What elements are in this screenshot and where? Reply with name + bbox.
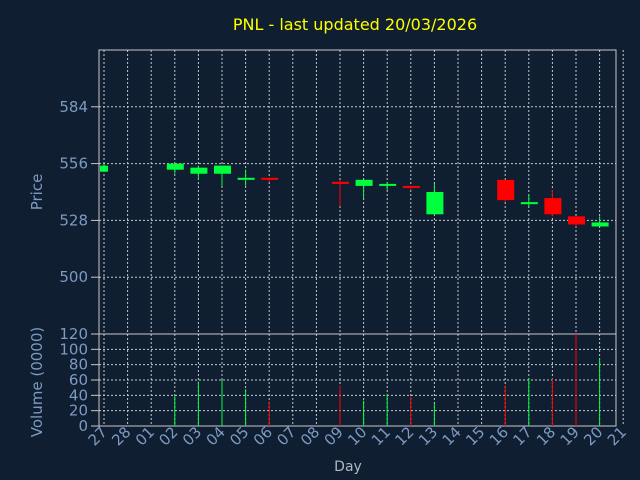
volume-axis-label: Volume (0000) [28, 327, 46, 437]
candle-body [237, 177, 255, 180]
price-tick-label: 500 [59, 268, 88, 286]
x-tick-label: 16 [486, 423, 512, 449]
x-tick-label: 09 [321, 423, 347, 449]
x-tick-label: 08 [297, 423, 323, 449]
chart-title: PNL - last updated 20/03/2026 [233, 15, 477, 34]
x-tick-label: 13 [415, 423, 441, 449]
price-axis-label: Price [28, 174, 46, 211]
price-tick-label: 528 [59, 211, 88, 229]
price-tick-label: 584 [59, 98, 88, 116]
x-tick-label: 11 [368, 423, 394, 449]
x-tick-label: 04 [203, 423, 229, 449]
candles [100, 163, 609, 227]
volume-tick-label: 120 [59, 325, 88, 343]
candle-body [520, 202, 538, 205]
volume-tick-label: 60 [69, 371, 88, 389]
candle-body [544, 198, 562, 215]
candle-body [166, 163, 184, 170]
x-tick-label: 18 [533, 423, 559, 449]
candle-body [568, 216, 585, 225]
x-tick-label: 10 [344, 423, 370, 449]
x-tick-labels: 2728010203040506070809101112131415161718… [85, 423, 630, 449]
x-tick-label: 21 [604, 423, 630, 449]
x-tick-label: 27 [85, 423, 111, 449]
volume-tick-label: 40 [69, 386, 88, 404]
x-axis-label: Day [334, 459, 362, 475]
volume-tick-label: 20 [69, 402, 88, 420]
candle-body [332, 181, 349, 184]
x-tick-label: 02 [155, 423, 181, 449]
x-tick-label: 19 [557, 423, 583, 449]
candle-body [355, 179, 373, 186]
price-tick-label: 556 [59, 155, 88, 173]
x-tick-label: 14 [439, 423, 465, 449]
candle-body [190, 167, 208, 174]
candle-body [497, 179, 515, 201]
volume-bars [174, 334, 601, 426]
x-tick-label: 28 [108, 423, 134, 449]
x-tick-label: 03 [179, 423, 205, 449]
x-tick-label: 01 [132, 423, 158, 449]
candle-body [261, 177, 279, 180]
volume-tick-label: 80 [69, 356, 88, 374]
x-tick-label: 07 [273, 423, 299, 449]
candle-body [100, 165, 108, 172]
x-tick-label: 12 [391, 423, 417, 449]
volume-tick-label: 0 [78, 417, 88, 435]
candle-body [426, 192, 444, 215]
candle-body [214, 165, 231, 174]
grid-layer [99, 50, 624, 426]
x-tick-label: 20 [580, 423, 606, 449]
x-tick-label: 17 [509, 423, 535, 449]
candle-body [591, 222, 609, 227]
candle-body [379, 183, 397, 186]
price-panel-frame [98, 49, 617, 335]
x-tick-label: 15 [462, 423, 488, 449]
x-tick-label: 06 [250, 423, 276, 449]
candle-body [402, 185, 420, 188]
volume-tick-label: 100 [59, 340, 88, 358]
x-tick-label: 05 [226, 423, 252, 449]
